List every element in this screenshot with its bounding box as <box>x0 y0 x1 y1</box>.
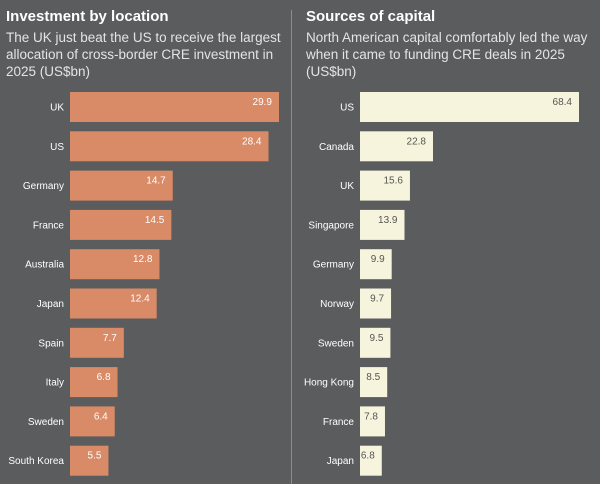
value-label: 14.5 <box>145 215 165 226</box>
category-label: Sweden <box>28 417 64 428</box>
category-label: Italy <box>46 378 64 389</box>
category-label: Japan <box>37 299 64 310</box>
bar <box>360 249 392 280</box>
value-label: 14.7 <box>146 176 166 187</box>
sources-of-capital-panel: Sources of capital North American capita… <box>300 0 600 484</box>
value-label: 7.8 <box>364 411 378 422</box>
value-label: 5.5 <box>88 451 102 462</box>
value-label: 29.9 <box>253 97 273 108</box>
value-label: 9.9 <box>371 254 385 265</box>
category-label: US <box>50 142 64 153</box>
chart-subtitle: The UK just beat the US to receive the l… <box>6 30 281 79</box>
bar <box>360 288 392 319</box>
category-label: Spain <box>38 338 64 349</box>
panel-divider <box>291 10 292 484</box>
value-label: 12.4 <box>130 294 150 305</box>
value-label: 8.5 <box>366 372 380 383</box>
value-label: 7.7 <box>103 333 117 344</box>
capital-sources-bar-chart: US 68.4 Canada 22.8 UK 15.6 Singapore 13.9 Germa… <box>304 92 579 476</box>
bar <box>360 92 579 122</box>
bar <box>70 288 157 319</box>
category-label: Norway <box>320 299 354 310</box>
bar <box>70 170 173 201</box>
value-label: 15.6 <box>383 176 403 187</box>
bar <box>70 131 269 162</box>
category-label: UK <box>340 181 354 192</box>
category-label: Germany <box>313 260 354 271</box>
investment-by-location-panel: Investment by location The UK just beat … <box>0 0 292 484</box>
category-label: Japan <box>327 456 354 467</box>
bar <box>70 92 279 122</box>
value-label: 6.8 <box>97 372 111 383</box>
bar <box>360 327 391 358</box>
category-label: Hong Kong <box>304 378 354 389</box>
value-label: 22.8 <box>407 136 427 147</box>
category-label: France <box>323 417 355 428</box>
bar <box>360 131 433 162</box>
bar <box>360 367 388 398</box>
bar <box>70 327 124 358</box>
category-label: France <box>33 220 65 231</box>
value-label: 6.4 <box>94 411 108 422</box>
bar <box>70 367 118 398</box>
category-label: Australia <box>25 260 64 271</box>
value-label: 13.9 <box>378 215 398 226</box>
bar <box>360 445 382 476</box>
category-label: Canada <box>319 142 354 153</box>
bar <box>70 445 109 476</box>
bar <box>70 249 160 280</box>
category-label: South Korea <box>8 456 64 467</box>
value-label: 6.8 <box>361 451 375 462</box>
value-label: 12.8 <box>133 254 153 265</box>
value-label: 9.7 <box>370 294 384 305</box>
bar <box>360 209 405 240</box>
bar <box>70 209 172 240</box>
chart-title: Sources of capital <box>306 8 436 25</box>
category-label: US <box>340 103 354 114</box>
chart-title: Investment by location <box>6 8 169 25</box>
value-label: 68.4 <box>553 97 573 108</box>
category-label: Sweden <box>318 338 354 349</box>
value-label: 9.5 <box>370 333 384 344</box>
investment-bar-chart: UK 29.9 US 28.4 Germany 14.7 France 14.5 Austral… <box>8 92 279 476</box>
bar <box>360 170 410 201</box>
bar <box>360 406 385 437</box>
category-label: Singapore <box>308 220 354 231</box>
value-label: 28.4 <box>242 136 262 147</box>
bar <box>70 406 115 437</box>
chart-subtitle: North American capital comfortably led t… <box>306 30 588 79</box>
category-label: Germany <box>23 181 64 192</box>
category-label: UK <box>50 103 64 114</box>
